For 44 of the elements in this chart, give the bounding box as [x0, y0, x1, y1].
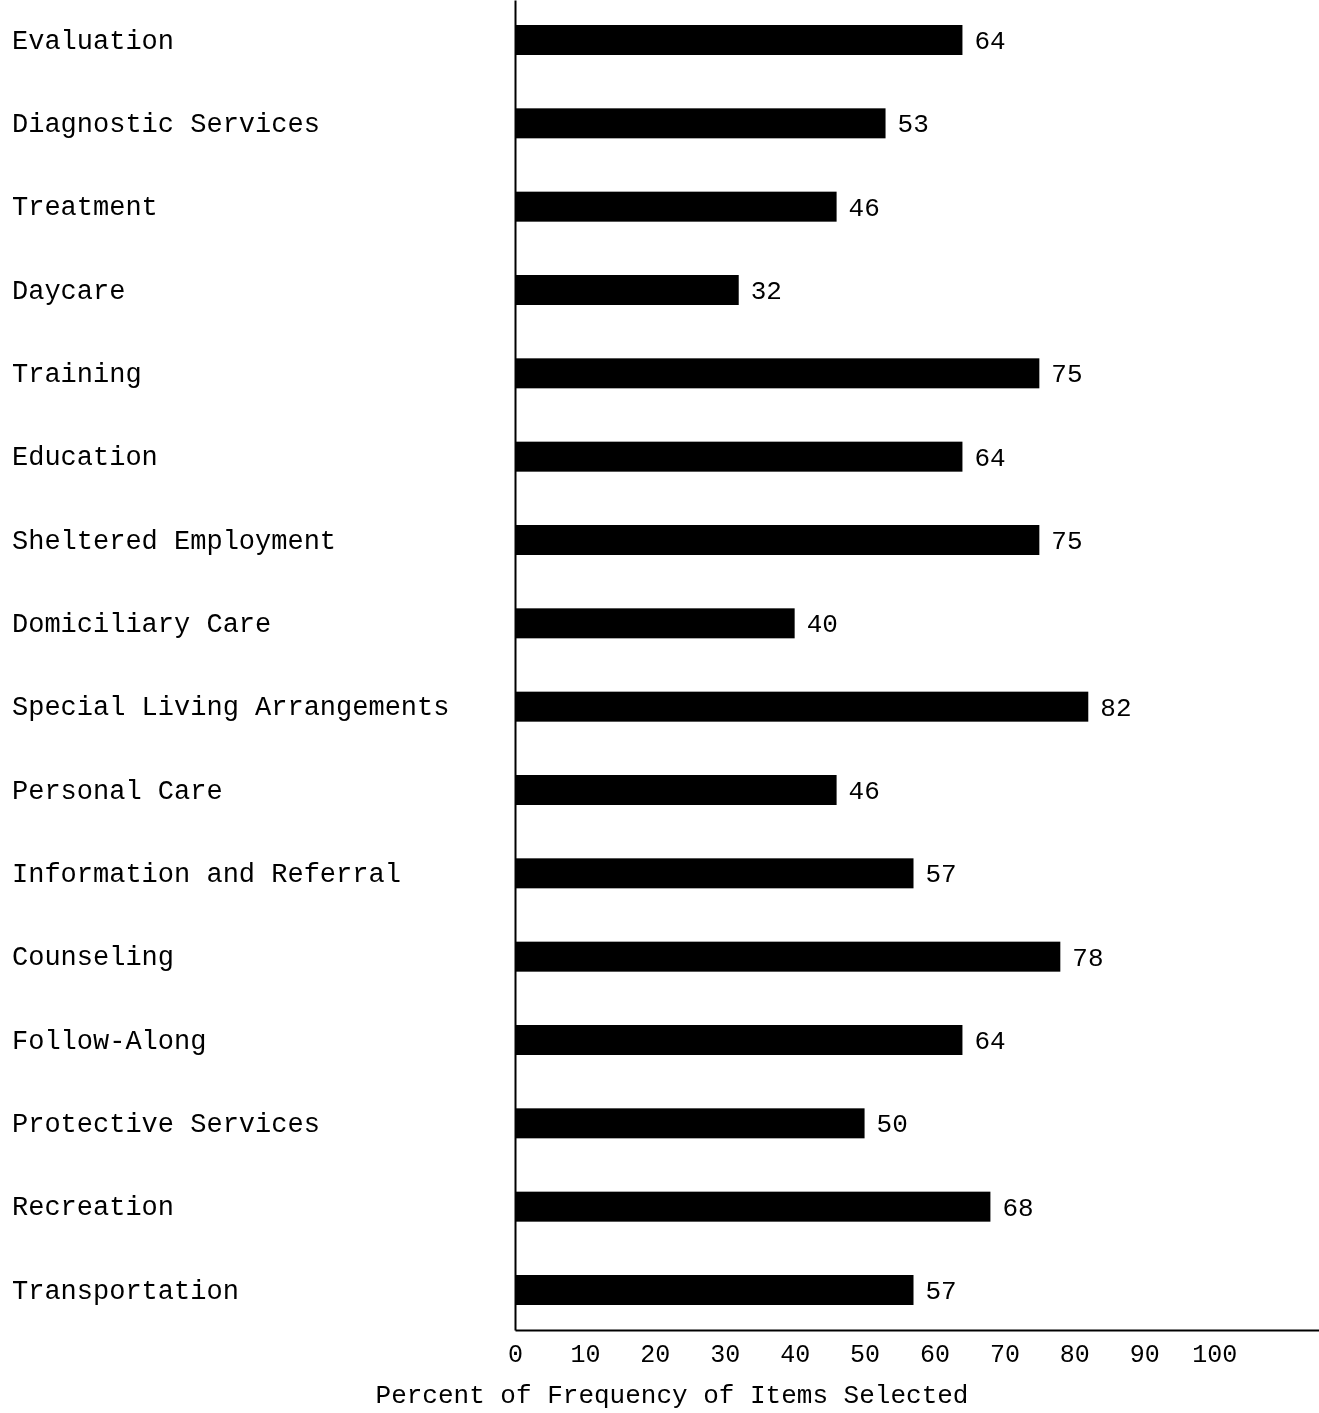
data-label: 57 [925, 860, 957, 891]
data-label: 40 [806, 610, 838, 641]
y-tick-label: Protective Services [12, 1109, 320, 1140]
data-label: 50 [876, 1110, 908, 1141]
y-tick-label: Transportation [12, 1276, 239, 1307]
x-tick-label: 0 [507, 1340, 524, 1370]
y-tick-label: Follow-Along [12, 1026, 207, 1057]
data-label: 46 [848, 193, 880, 224]
data-label: 64 [974, 27, 1006, 58]
y-tick-label: Treatment [12, 193, 158, 224]
x-tick-label: 80 [1059, 1340, 1090, 1370]
x-tick-label: 70 [989, 1340, 1020, 1370]
data-label: 64 [974, 1027, 1006, 1058]
x-axis-title: Percent of Frequency of Items Selected [375, 1381, 969, 1411]
data-label: 46 [848, 777, 880, 808]
y-tick-label: Special Living Arrangements [12, 693, 450, 724]
y-tick-label: Daycare [12, 276, 126, 307]
y-tick-label: Evaluation [12, 26, 175, 57]
y-tick-label: Education [12, 443, 158, 474]
data-label: 57 [925, 1277, 957, 1308]
y-tick-label: Recreation [12, 1193, 175, 1224]
y-tick-label: Counseling [12, 943, 175, 974]
x-tick-label: 30 [710, 1340, 741, 1370]
y-tick-label: Diagnostic Services [12, 109, 320, 140]
x-tick-label: 100 [1192, 1340, 1238, 1370]
x-tick-label: 10 [570, 1340, 601, 1370]
x-tick-label: 60 [919, 1340, 950, 1370]
data-label: 75 [1051, 527, 1083, 558]
y-tick-label: Domiciliary Care [12, 609, 272, 640]
data-label: 68 [1002, 1193, 1034, 1224]
y-tick-label: Sheltered Employment [12, 526, 337, 557]
data-label: 82 [1100, 693, 1132, 724]
y-tick-label: Personal Care [12, 776, 223, 807]
data-label: 32 [750, 277, 782, 308]
data-label: 75 [1051, 360, 1083, 391]
data-label: 64 [974, 443, 1006, 474]
y-tick-label: Information and Referral [12, 859, 401, 890]
x-tick-label: 90 [1129, 1340, 1160, 1370]
x-tick-label: 40 [780, 1340, 811, 1370]
x-tick-label: 50 [850, 1340, 881, 1370]
data-label: 78 [1072, 943, 1104, 974]
y-tick-label: Training [12, 359, 142, 390]
x-tick-label: 20 [640, 1340, 671, 1370]
data-label: 53 [897, 110, 929, 141]
